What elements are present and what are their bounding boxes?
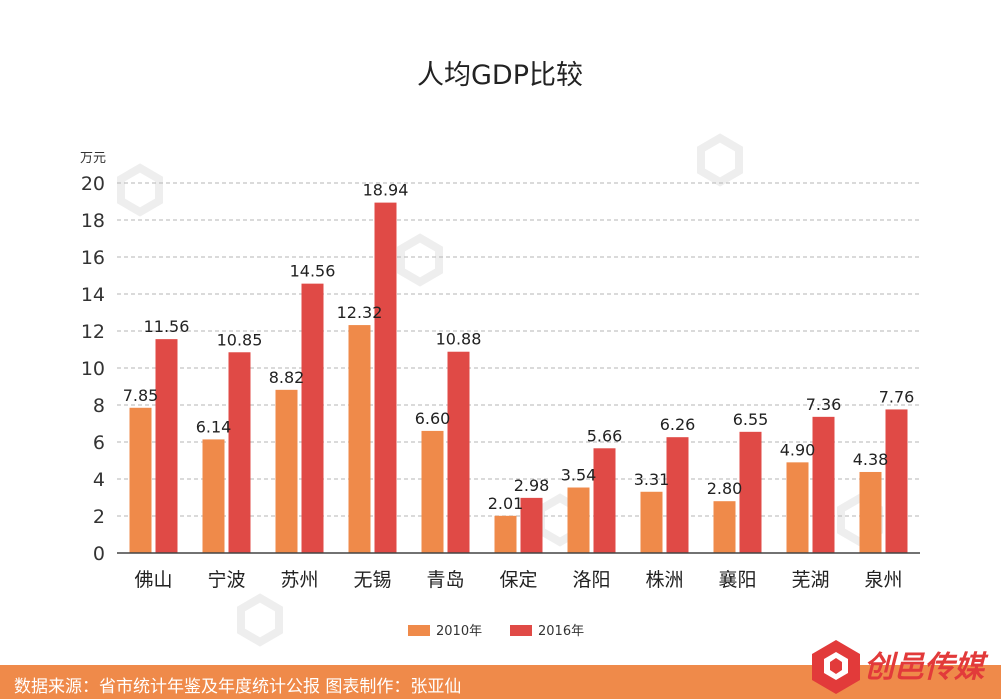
bar-2010-7 bbox=[640, 491, 663, 553]
bar-2010-6 bbox=[567, 487, 590, 553]
legend-label: 2010年 bbox=[436, 624, 482, 639]
grid-lines bbox=[117, 182, 920, 517]
bar-2016-9 bbox=[812, 416, 835, 553]
bar-value-label: 18.94 bbox=[363, 181, 409, 200]
bar-value-label: 7.85 bbox=[123, 386, 159, 405]
bar-value-label: 6.26 bbox=[660, 415, 696, 434]
y-tick-label: 2 bbox=[93, 506, 105, 528]
brand-logo-icon bbox=[812, 640, 860, 694]
bar-2010-10 bbox=[859, 471, 882, 553]
x-tick-label: 无锡 bbox=[353, 569, 391, 591]
bar-value-label: 4.90 bbox=[780, 440, 816, 459]
brand-logo: 创邑传媒 bbox=[808, 636, 998, 696]
bar-2016-7 bbox=[666, 437, 689, 553]
chart-title: 人均GDP比较 bbox=[417, 60, 583, 91]
x-tick-label: 宁波 bbox=[207, 569, 245, 591]
bar-2016-5 bbox=[520, 497, 543, 553]
y-tick-label: 6 bbox=[93, 432, 105, 454]
y-tick-label: 14 bbox=[81, 284, 105, 306]
y-tick-label: 12 bbox=[81, 321, 105, 343]
bar-value-label: 7.36 bbox=[806, 395, 842, 414]
bar-2010-1 bbox=[202, 439, 225, 553]
x-tick-label: 佛山 bbox=[134, 569, 172, 591]
x-tick-label: 苏州 bbox=[280, 569, 318, 591]
bar-2010-3 bbox=[348, 325, 371, 553]
legend-swatch bbox=[408, 625, 430, 636]
bar-value-label: 6.60 bbox=[415, 409, 451, 428]
bar-2016-6 bbox=[593, 448, 616, 553]
bar-2010-2 bbox=[275, 389, 298, 553]
bar-value-label: 4.38 bbox=[853, 450, 889, 469]
bar-value-label: 6.14 bbox=[196, 417, 232, 436]
x-tick-label: 青岛 bbox=[426, 569, 464, 591]
bar-value-label: 14.56 bbox=[290, 262, 336, 281]
y-axis-ticks: 0 2 4 6 8 10 12 14 16 18 20 bbox=[81, 173, 105, 565]
x-tick-label: 株洲 bbox=[645, 569, 683, 591]
brand-logo-text: 创邑传媒 bbox=[864, 650, 984, 685]
bar-2016-3 bbox=[374, 202, 397, 554]
bars-group bbox=[129, 202, 908, 554]
y-tick-label: 18 bbox=[81, 210, 105, 232]
bar-value-label: 3.31 bbox=[634, 470, 670, 489]
x-tick-label: 保定 bbox=[499, 569, 537, 591]
bar-2016-8 bbox=[739, 431, 762, 553]
x-tick-label: 泉州 bbox=[864, 569, 902, 591]
legend-label: 2016年 bbox=[538, 624, 584, 639]
bar-2010-0 bbox=[129, 407, 152, 553]
bar-2010-5 bbox=[494, 515, 517, 553]
legend-swatch bbox=[510, 625, 532, 636]
bar-value-label: 12.32 bbox=[337, 303, 383, 322]
bar-value-label: 2.01 bbox=[488, 494, 524, 513]
bar-2016-1 bbox=[228, 352, 251, 553]
bar-2016-10 bbox=[885, 409, 908, 553]
bar-2016-2 bbox=[301, 283, 324, 553]
watermark-mark bbox=[697, 133, 743, 187]
bar-value-label: 6.55 bbox=[733, 410, 769, 429]
x-tick-label: 襄阳 bbox=[718, 569, 756, 591]
bar-2016-0 bbox=[155, 339, 178, 553]
watermark-mark bbox=[397, 233, 443, 287]
bar-chart: 人均GDP比较 万元 0 2 4 6 8 10 12 14 16 18 20 7.85 11.56 6.… bbox=[80, 60, 920, 647]
bar-value-label: 5.66 bbox=[587, 426, 623, 445]
y-tick-label: 0 bbox=[93, 543, 105, 565]
bar-value-label: 11.56 bbox=[144, 317, 190, 336]
bar-value-label: 7.76 bbox=[879, 387, 915, 406]
bar-value-label: 10.88 bbox=[436, 330, 482, 349]
bar-labels-group: 7.85 11.56 6.14 10.85 8.82 14.56 12.32 18.94 6.6… bbox=[123, 181, 915, 513]
y-tick-label: 20 bbox=[81, 173, 105, 195]
data-source-text: 数据来源：省市统计年鉴及年度统计公报 图表制作：张亚仙 bbox=[14, 677, 462, 697]
bar-value-label: 2.80 bbox=[707, 479, 743, 498]
bar-value-label: 8.82 bbox=[269, 368, 305, 387]
y-tick-label: 8 bbox=[93, 395, 105, 417]
watermark-mark bbox=[237, 593, 283, 647]
y-tick-label: 10 bbox=[81, 358, 105, 380]
bar-2010-4 bbox=[421, 430, 444, 553]
watermark-mark bbox=[117, 163, 163, 217]
y-axis-unit-label: 万元 bbox=[80, 151, 106, 166]
y-tick-label: 4 bbox=[93, 469, 105, 491]
x-tick-label: 芜湖 bbox=[791, 569, 829, 591]
bar-value-label: 2.98 bbox=[514, 476, 550, 495]
x-axis-ticks: 佛山 宁波 苏州 无锡 青岛 保定 洛阳 株洲 襄阳 芜湖 泉州 bbox=[134, 569, 902, 591]
bar-value-label: 10.85 bbox=[217, 330, 263, 349]
bar-value-label: 3.54 bbox=[561, 466, 597, 485]
legend: 2010年 2016年 bbox=[408, 624, 584, 639]
y-tick-label: 16 bbox=[81, 247, 105, 269]
x-tick-label: 洛阳 bbox=[572, 569, 610, 591]
bar-2010-9 bbox=[786, 462, 809, 553]
bar-2016-4 bbox=[447, 351, 470, 553]
bar-2010-8 bbox=[713, 501, 736, 553]
